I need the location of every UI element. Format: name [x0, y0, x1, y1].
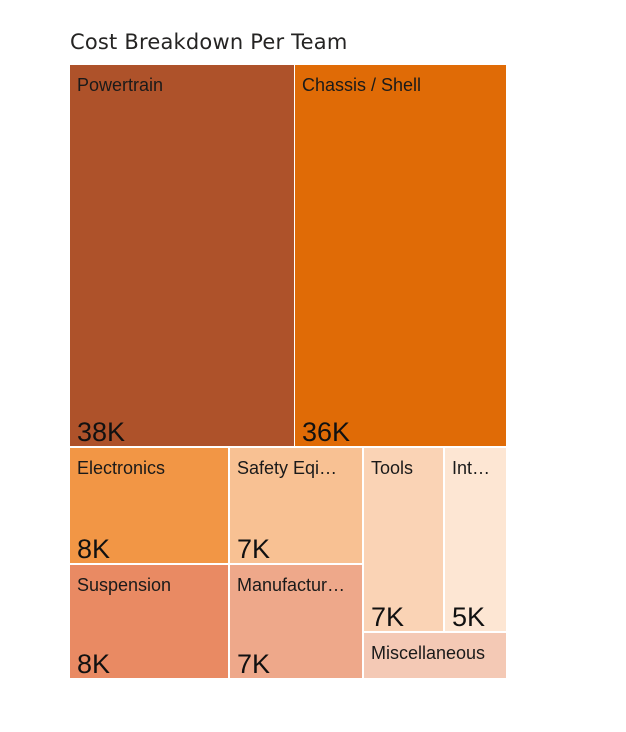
tile-rect-chassis-shell[interactable]	[295, 65, 506, 446]
tile-value-electronics: 8K	[77, 534, 110, 564]
tile-value-chassis-shell: 36K	[302, 417, 350, 447]
tile-int[interactable]: Int… 5K	[445, 448, 506, 632]
tile-label-powertrain: Powertrain	[77, 75, 163, 95]
tile-label-tools: Tools	[371, 458, 413, 478]
tile-electronics[interactable]: Electronics 8K	[70, 448, 228, 564]
tile-value-int: 5K	[452, 602, 485, 632]
tile-value-powertrain: 38K	[77, 417, 125, 447]
tile-rect-suspension[interactable]	[70, 565, 228, 678]
tile-value-tools: 7K	[371, 602, 404, 632]
tile-chassis-shell[interactable]: Chassis / Shell 36K	[295, 65, 506, 447]
tile-tools[interactable]: Tools 7K	[364, 448, 443, 632]
tile-suspension[interactable]: Suspension 8K	[70, 565, 228, 679]
tile-label-suspension: Suspension	[77, 575, 171, 595]
chart-title: Cost Breakdown Per Team	[70, 30, 348, 54]
tile-label-miscellaneous: Miscellaneous	[371, 643, 485, 663]
tile-value-safety-equipment: 7K	[237, 534, 270, 564]
tile-powertrain[interactable]: Powertrain 38K	[70, 65, 294, 447]
tile-rect-tools[interactable]	[364, 448, 443, 631]
tile-label-electronics: Electronics	[77, 458, 165, 478]
tile-label-int: Int…	[452, 458, 490, 478]
tile-value-suspension: 8K	[77, 649, 110, 679]
tile-label-safety-equipment: Safety Eqi…	[237, 458, 337, 478]
tile-rect-miscellaneous[interactable]	[364, 633, 506, 678]
tile-rect-electronics[interactable]	[70, 448, 228, 563]
tile-miscellaneous[interactable]: Miscellaneous	[364, 633, 506, 678]
tile-rect-safety-equipment[interactable]	[230, 448, 362, 563]
tile-rect-powertrain[interactable]	[70, 65, 294, 446]
tile-value-manufacturing: 7K	[237, 649, 270, 679]
tile-rect-manufacturing[interactable]	[230, 565, 362, 678]
tile-safety-equipment[interactable]: Safety Eqi… 7K	[230, 448, 362, 564]
tile-label-chassis-shell: Chassis / Shell	[302, 75, 421, 95]
tile-label-manufacturing: Manufactur…	[237, 575, 345, 595]
tile-rect-int[interactable]	[445, 448, 506, 631]
tile-manufacturing[interactable]: Manufactur… 7K	[230, 565, 362, 679]
